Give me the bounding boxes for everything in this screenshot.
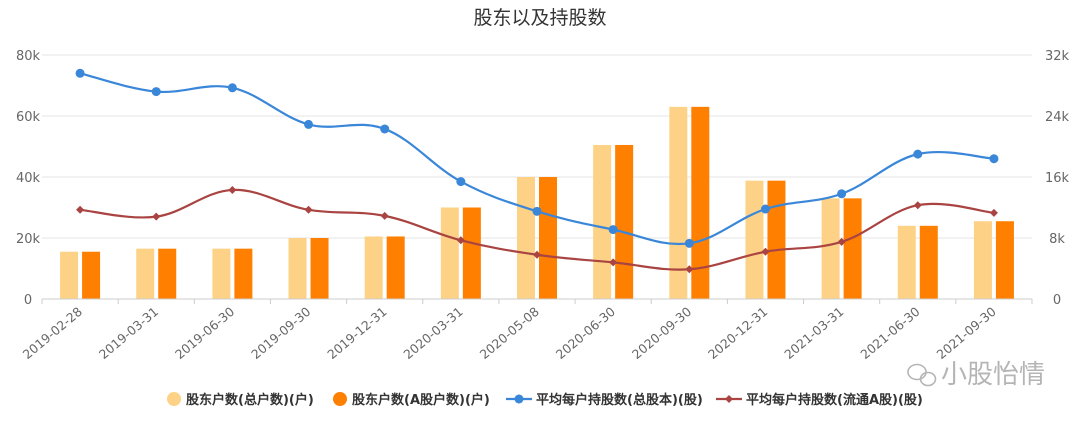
left-axis-tick-label: 20k [16,232,41,247]
bar [365,236,383,299]
x-axis-tick-label: 2020-03-31 [400,304,465,362]
line-point [380,124,389,133]
line-point [990,209,998,217]
bar [615,145,633,299]
line-point [914,201,922,209]
bar [158,249,176,299]
line-point [609,225,618,234]
bar [593,145,611,299]
right-axis-tick-label: 8k [1049,232,1065,247]
wechat-logo-icon [908,365,936,386]
left-axis-tick-label: 60k [16,110,41,125]
bar [289,238,307,299]
x-axis-tick-label: 2019-06-30 [172,304,237,362]
bar [234,249,252,299]
legend-label: 平均每户持股数(总股本)(股) [536,392,703,408]
legend-swatch [167,392,181,406]
bar [920,226,938,299]
line-point [761,205,770,214]
line-point [913,150,922,159]
watermark-text: 小股怡情 [941,360,1045,390]
legend: 股东户数(总户数)(户) 股东户数(A股户数)(户) 平均每户持股数(总股本)(股)… [167,392,923,408]
bar [745,181,763,299]
line-point [152,213,160,221]
left-axis-tick-label: 0 [24,293,32,308]
x-axis-tick-label: 2019-03-31 [96,304,161,362]
bar [691,107,709,299]
bar [996,221,1014,299]
line-point [837,189,846,198]
line-point [152,87,161,96]
x-axis-tick-label: 2019-12-31 [324,304,389,362]
left-axis-tick-label: 80k [16,49,41,64]
x-axis-tick-label: 2019-02-28 [20,304,85,362]
bar [822,198,840,299]
line-point [228,186,236,194]
right-axis-tick-label: 16k [1045,171,1070,186]
chart-title: 股东以及持股数 [473,7,606,29]
bar [539,177,557,299]
line-point [305,206,313,214]
bars [60,107,1014,299]
x-axis-tick-label: 2020-09-30 [629,304,694,362]
bar [898,226,916,299]
bar [136,249,154,299]
bar [311,238,329,299]
line-point [76,206,84,214]
bar [441,208,459,300]
bar [517,177,535,299]
bar [212,249,230,299]
bar [844,198,862,299]
bar [60,252,78,299]
bar [974,221,992,299]
line-point [304,120,313,129]
right-axis-tick-label: 32k [1045,49,1070,64]
x-axis-tick-label: 2021-09-30 [934,304,999,362]
line-point [228,83,237,92]
x-axis-tick-label: 2019-09-30 [248,304,313,362]
legend-swatch-marker [725,395,733,403]
x-axis-tick-label: 2020-05-08 [477,304,542,362]
legend-label: 股东户数(A股户数)(户) [352,392,490,408]
bar [82,252,100,299]
bar [767,181,785,299]
line-point [76,69,85,78]
line-point [456,177,465,186]
x-axis-tick-label: 2020-12-31 [705,304,770,362]
line-point [381,212,389,220]
x-axis-tick-label: 2021-06-30 [857,304,922,362]
line-point [989,154,998,163]
line-point [685,239,694,248]
watermark: 小股怡情 [908,360,1045,390]
bar [387,236,405,299]
legend-label: 平均每户持股数(流通A股)(股) [746,392,923,408]
legend-swatch [333,392,347,406]
x-axis-tick-label: 2021-03-31 [781,304,846,362]
legend-label: 股东户数(总户数)(户) [186,392,314,408]
x-axis-tick-label: 2020-06-30 [553,304,618,362]
right-axis-tick-label: 24k [1045,110,1070,125]
line-point [533,207,542,216]
left-axis-tick-label: 40k [16,171,41,186]
chart-canvas: 股东以及持股数 0 20k 40k 60k 80k 0 8k 16k 24k 32k 2019-02… [0,0,1080,421]
right-axis-tick-label: 0 [1053,293,1061,308]
legend-swatch-marker [515,395,524,404]
bar [463,208,481,300]
